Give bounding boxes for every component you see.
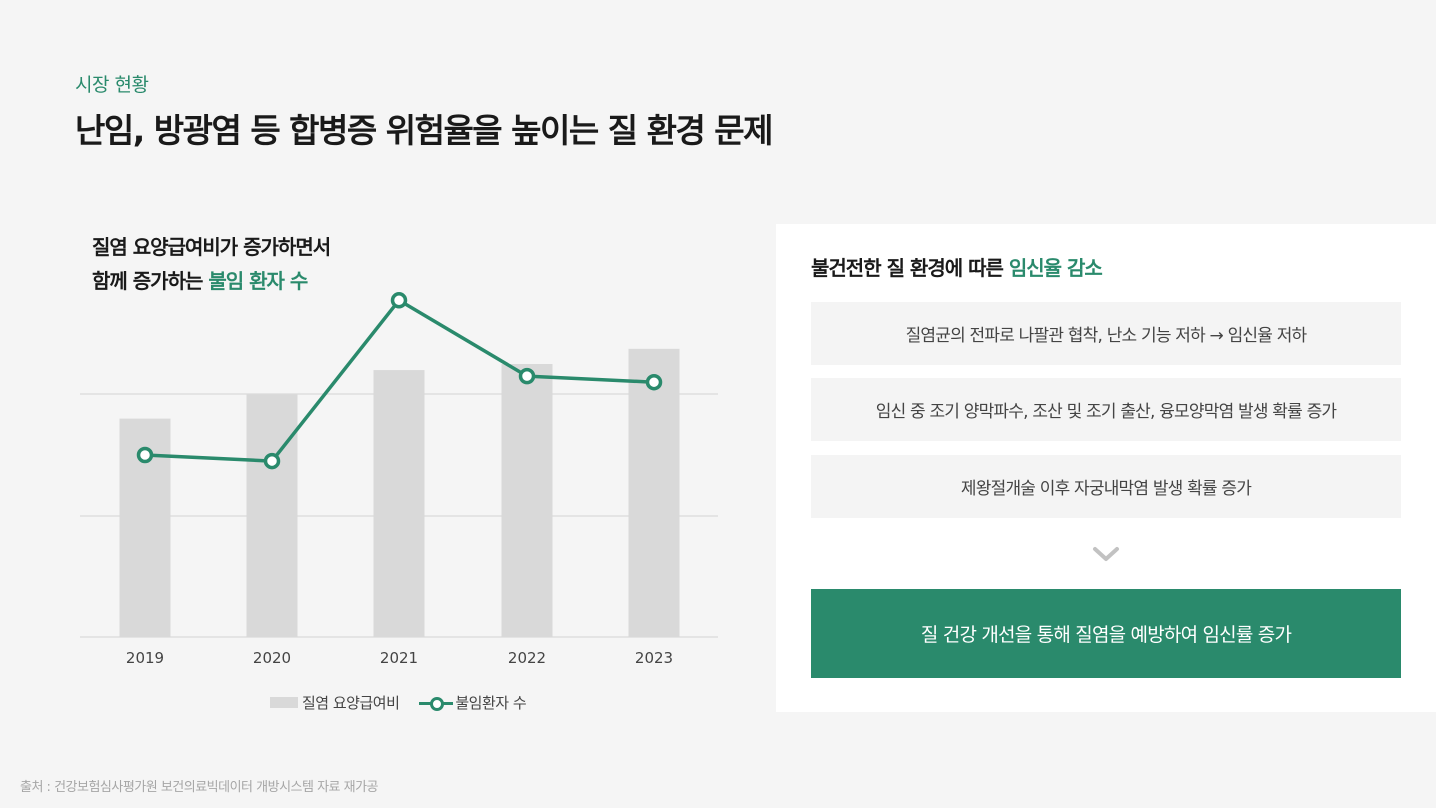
page-title: 난임, 방광염 등 합병증 위험율을 높이는 질 환경 문제 [75, 111, 774, 150]
bar-2023 [628, 348, 680, 637]
section-eyebrow: 시장 현황 [75, 74, 149, 96]
combo-chart: 2019 2020 2021 2022 2023 [80, 292, 718, 667]
reason-item: 임신 중 조기 양막파수, 조산 및 조기 출산, 융모양막염 발생 확률 증가 [811, 378, 1401, 441]
point-2023 [645, 373, 663, 391]
chart-heading-line1: 질염 요양급여비가 증가하면서 [92, 235, 331, 259]
legend-line-label: 불임환자 수 [455, 694, 527, 712]
chart-heading: 질염 요양급여비가 증가하면서 함께 증가하는 불임 환자 수 [92, 230, 331, 298]
legend-bar-label: 질염 요양급여비 [302, 694, 400, 712]
x-label: 2022 [508, 649, 546, 667]
legend-line-swatch [419, 696, 454, 711]
result-banner: 질 건강 개선을 통해 질염을 예방하여 임신률 증가 [811, 589, 1401, 678]
reason-item: 질염균의 전파로 나팔관 협착, 난소 기능 저하 → 임신율 저하 [811, 302, 1401, 365]
point-2020 [263, 452, 281, 470]
chart-heading-accent: 불임 환자 수 [208, 269, 308, 293]
bar-2021 [373, 370, 425, 637]
bar-2022 [501, 364, 553, 637]
chart-heading-line2: 함께 증가하는 불임 환자 수 [92, 264, 330, 298]
reason-item: 제왕절개술 이후 자궁내막염 발생 확률 증가 [811, 455, 1401, 518]
info-panel: 불건전한 질 환경에 따른 임신율 감소 질염균의 전파로 나팔관 협착, 난소… [776, 224, 1436, 712]
source-note: 출처 : 건강보험심사평가원 보건의료빅데이터 개방시스템 자료 재가공 [20, 780, 379, 795]
point-2021 [390, 292, 408, 309]
bars [119, 348, 680, 637]
chart-legend: 질염 요양급여비 불임환자 수 [270, 692, 527, 713]
panel-title-accent: 임신율 감소 [1008, 256, 1103, 280]
panel-title: 불건전한 질 환경에 따른 임신율 감소 [811, 252, 1103, 281]
x-label: 2020 [253, 649, 291, 667]
bar-2020 [246, 394, 298, 637]
point-2022 [518, 367, 536, 385]
x-label: 2019 [126, 649, 164, 667]
x-label: 2023 [635, 649, 673, 667]
chart-heading-prefix: 함께 증가하는 [92, 269, 209, 293]
point-2019 [136, 446, 154, 464]
x-label: 2021 [380, 649, 418, 667]
chevron-down-icon [1093, 547, 1119, 561]
legend-bar-swatch [270, 697, 298, 708]
line-points [136, 292, 663, 470]
x-axis-labels: 2019 2020 2021 2022 2023 [126, 649, 673, 667]
panel-title-prefix: 불건전한 질 환경에 따른 [811, 256, 1009, 280]
